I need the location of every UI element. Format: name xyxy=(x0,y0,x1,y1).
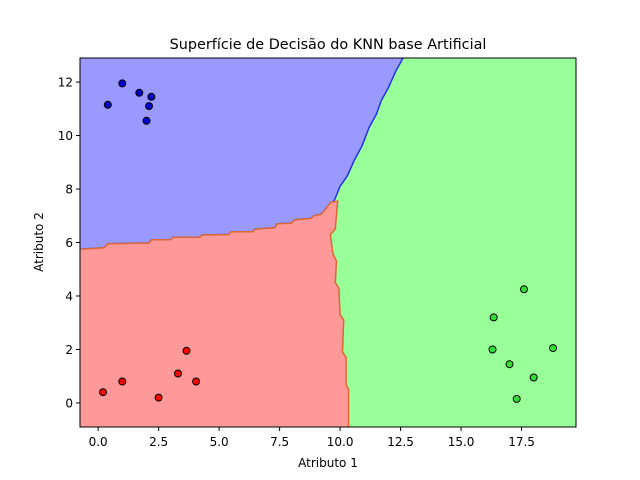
y-tick-label: 2 xyxy=(65,343,73,357)
data-point xyxy=(512,394,521,403)
data-point xyxy=(118,377,127,386)
x-tick-label: 10.0 xyxy=(327,435,354,449)
region-red xyxy=(80,201,349,427)
x-tick-label: 0.0 xyxy=(89,435,108,449)
x-axis-label: Atributo 1 xyxy=(298,456,358,470)
data-point xyxy=(103,100,112,109)
x-tick-label: 12.5 xyxy=(387,435,414,449)
decision-regions xyxy=(79,57,576,427)
data-point xyxy=(145,102,153,111)
data-point xyxy=(135,88,144,97)
y-tick-label: 8 xyxy=(65,183,73,197)
x-tick-label: 17.5 xyxy=(508,435,535,449)
data-point xyxy=(174,369,182,378)
data-point xyxy=(154,393,163,402)
chart-title: Superfície de Decisão do KNN base Artifi… xyxy=(170,37,487,53)
data-point xyxy=(520,285,528,294)
y-tick-label: 12 xyxy=(58,76,73,90)
data-point xyxy=(505,360,514,369)
data-point xyxy=(118,79,127,88)
data-point xyxy=(549,344,557,353)
y-tick-label: 4 xyxy=(65,289,73,303)
data-point xyxy=(99,388,107,397)
data-point xyxy=(147,92,156,101)
y-tick-label: 0 xyxy=(65,396,73,410)
data-point xyxy=(192,377,201,386)
x-axis-ticks: 0.0 2.5 5.0 7.5 10.0 12.5 15.0 17.5 xyxy=(89,427,535,449)
y-tick-label: 10 xyxy=(58,129,73,143)
data-point xyxy=(182,346,191,355)
data-points xyxy=(99,79,557,403)
x-tick-label: 5.0 xyxy=(210,435,229,449)
boundary-red xyxy=(79,200,350,427)
x-tick-label: 7.5 xyxy=(270,435,289,449)
data-point xyxy=(488,345,497,354)
data-point xyxy=(142,116,151,125)
data-point xyxy=(489,313,498,322)
region-blue xyxy=(80,58,403,250)
y-axis-label: Atributo 2 xyxy=(32,212,46,272)
x-tick-label: 15.0 xyxy=(448,435,475,449)
data-point xyxy=(529,373,538,382)
x-tick-label: 2.5 xyxy=(149,435,168,449)
y-tick-label: 6 xyxy=(65,236,73,250)
y-axis-ticks: 0 2 4 6 8 10 12 xyxy=(58,76,80,410)
